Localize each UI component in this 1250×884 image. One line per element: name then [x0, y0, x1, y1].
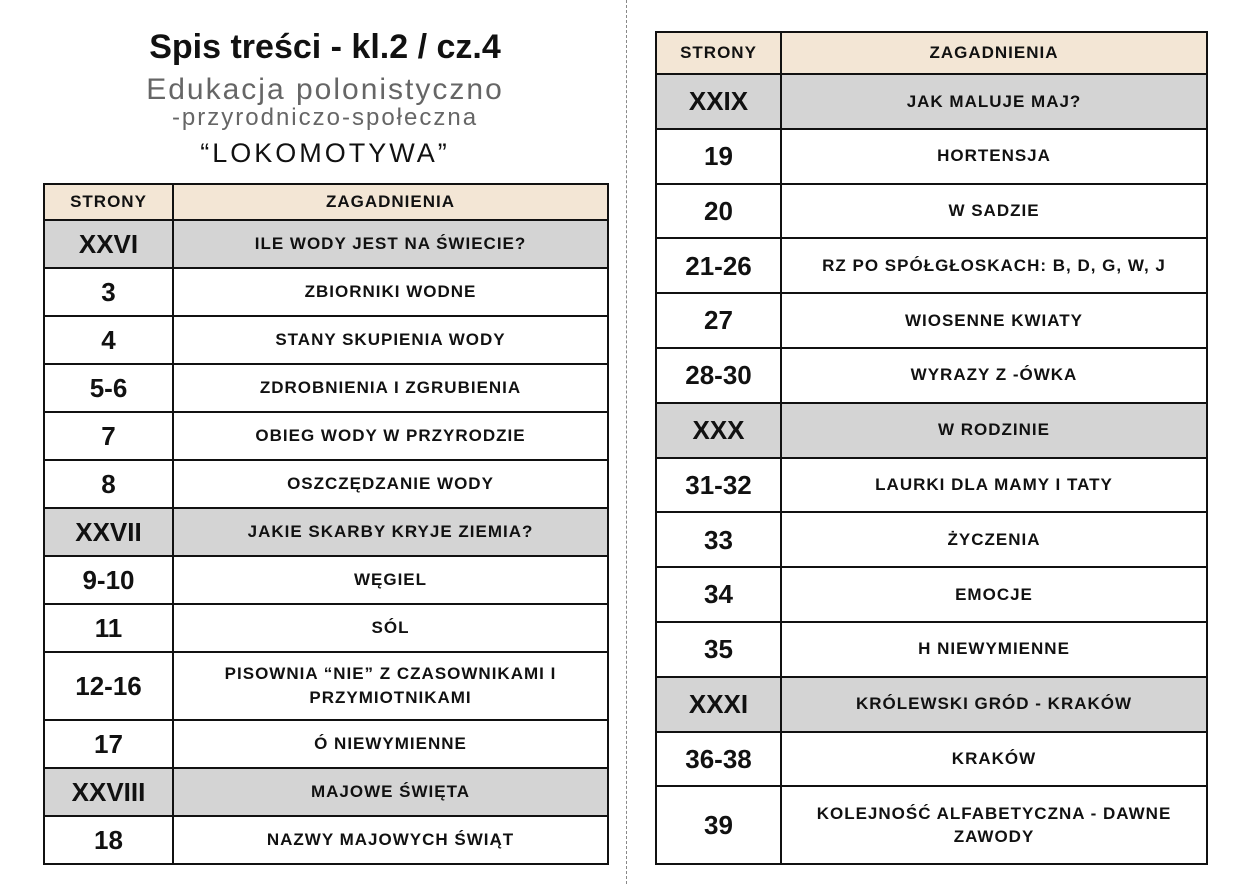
topic-cell: STANY SKUPIENIA WODY — [172, 315, 609, 365]
pages-cell: 20 — [655, 182, 782, 240]
pages-cell: XXVIII — [43, 767, 174, 817]
row: 33 ŻYCZENIA — [655, 511, 1208, 569]
row: 27 WIOSENNE KWIATY — [655, 292, 1208, 349]
topic-cell: W SADZIE — [780, 182, 1208, 240]
row: 19 HORTENSJA — [655, 127, 1208, 185]
pages-cell: 12-16 — [43, 651, 174, 721]
row: 11 SÓL — [43, 603, 609, 653]
row: 18 NAZWY MAJOWYCH ŚWIĄT — [43, 815, 609, 865]
header-cell: ZAGADNIENIA — [780, 31, 1208, 75]
topic-cell: EMOCJE — [780, 566, 1208, 623]
topic-cell: Ó NIEWYMIENNE — [172, 719, 609, 769]
header-cell: ZAGADNIENIA — [172, 183, 609, 221]
topic-cell: SÓL — [172, 603, 609, 653]
pages-cell: XXIX — [655, 73, 782, 130]
header-row: STRONY ZAGADNIENIA — [655, 31, 1208, 75]
topic-cell: HORTENSJA — [780, 127, 1208, 185]
topic-cell: KRAKÓW — [780, 730, 1208, 788]
topic-cell: WYRAZY Z -ÓWKA — [780, 346, 1208, 404]
topic-cell: RZ PO SPÓŁGŁOSKACH: B, D, G, W, J — [780, 237, 1208, 295]
topic-cell: MAJOWE ŚWIĘTA — [172, 767, 609, 817]
row: 20 W SADZIE — [655, 182, 1208, 240]
topic-cell: KRÓLEWSKI GRÓD - KRAKÓW — [780, 675, 1208, 733]
pages-cell: 21-26 — [655, 237, 782, 295]
pages-cell: 4 — [43, 315, 174, 365]
topic-cell: OBIEG WODY W PRZYRODZIE — [172, 411, 609, 461]
subtitle: Edukacja polonistyczno — [146, 73, 504, 106]
topic-cell: WĘGIEL — [172, 555, 609, 605]
pages-cell: 36-38 — [655, 730, 782, 788]
topic-cell: WIOSENNE KWIATY — [780, 292, 1208, 349]
subtitle: -przyrodniczo-społeczna — [171, 104, 479, 131]
row: 5-6 ZDROBNIENIA I ZGRUBIENIA — [43, 363, 609, 413]
row: 31-32 LAURKI DLA MAMY I TATY — [655, 456, 1208, 514]
contents-table: STRONY ZAGADNIENIA XXIX JAK MALUJE MAJ? 19 HO… — [655, 31, 1208, 866]
topic-cell: JAK MALUJE MAJ? — [780, 73, 1208, 130]
topic-cell: ILE WODY JEST NA ŚWIECIE? — [172, 219, 609, 269]
divider — [626, 0, 627, 884]
topic-cell: OSZCZĘDZANIE WODY — [172, 459, 609, 509]
pages-cell: 39 — [655, 785, 782, 866]
row: 34 EMOCJE — [655, 566, 1208, 623]
row: XXXI KRÓLEWSKI GRÓD - KRAKÓW — [655, 675, 1208, 733]
row: XXVIII MAJOWE ŚWIĘTA — [43, 767, 609, 817]
title: Spis treści - kl.2 / cz.4 — [149, 28, 501, 66]
pages-cell: XXX — [655, 401, 782, 459]
row: XXIX JAK MALUJE MAJ? — [655, 73, 1208, 130]
topic-cell: H NIEWYMIENNE — [780, 620, 1208, 678]
pages-cell: 31-32 — [655, 456, 782, 514]
row: 39 KOLEJNOŚĆ ALFABETYCZNA - DAWNE ZAWODY — [655, 785, 1208, 866]
topic-cell: JAKIE SKARBY KRYJE ZIEMIA? — [172, 507, 609, 557]
pages-cell: XXVII — [43, 507, 174, 557]
header-cell: STRONY — [43, 183, 174, 221]
pages-cell: 35 — [655, 620, 782, 678]
pages-cell: 19 — [655, 127, 782, 185]
row: 3 ZBIORNIKI WODNE — [43, 267, 609, 317]
pages-cell: 5-6 — [43, 363, 174, 413]
pages-cell: 7 — [43, 411, 174, 461]
topic-cell: ZDROBNIENIA I ZGRUBIENIA — [172, 363, 609, 413]
pages-cell: 9-10 — [43, 555, 174, 605]
row: 21-26 RZ PO SPÓŁGŁOSKACH: B, D, G, W, J — [655, 237, 1208, 295]
row: 9-10 WĘGIEL — [43, 555, 609, 605]
pages-cell: 34 — [655, 566, 782, 623]
pages-cell: 28-30 — [655, 346, 782, 404]
topic-cell: PISOWNIA “NIE” Z CZASOWNIKAMI I PRZYMIOT… — [172, 651, 609, 721]
pages-cell: 17 — [43, 719, 174, 769]
row: 8 OSZCZĘDZANIE WODY — [43, 459, 609, 509]
header-cell: STRONY — [655, 31, 782, 75]
topic-cell: KOLEJNOŚĆ ALFABETYCZNA - DAWNE ZAWODY — [780, 785, 1208, 866]
row: XXVII JAKIE SKARBY KRYJE ZIEMIA? — [43, 507, 609, 557]
topic-cell: ZBIORNIKI WODNE — [172, 267, 609, 317]
row: 7 OBIEG WODY W PRZYRODZIE — [43, 411, 609, 461]
pages-cell: 33 — [655, 511, 782, 569]
pages-cell: XXVI — [43, 219, 174, 269]
book-name: “LOKOMOTYWA” — [200, 138, 450, 168]
topic-cell: W RODZINIE — [780, 401, 1208, 459]
row: 12-16 PISOWNIA “NIE” Z CZASOWNIKAMI I PRZ… — [43, 651, 609, 721]
contents-table: STRONY ZAGADNIENIA XXVI ILE WODY JEST NA ŚW… — [43, 183, 609, 865]
pages-cell: 11 — [43, 603, 174, 653]
row: 4 STANY SKUPIENIA WODY — [43, 315, 609, 365]
header-row: STRONY ZAGADNIENIA — [43, 183, 609, 221]
pages-cell: 8 — [43, 459, 174, 509]
pages-cell: 3 — [43, 267, 174, 317]
topic-cell: NAZWY MAJOWYCH ŚWIĄT — [172, 815, 609, 865]
row: XXX W RODZINIE — [655, 401, 1208, 459]
row: XXVI ILE WODY JEST NA ŚWIECIE? — [43, 219, 609, 269]
topic-cell: LAURKI DLA MAMY I TATY — [780, 456, 1208, 514]
row: 35 H NIEWYMIENNE — [655, 620, 1208, 678]
pages-cell: XXXI — [655, 675, 782, 733]
topic-cell: ŻYCZENIA — [780, 511, 1208, 569]
row: 28-30 WYRAZY Z -ÓWKA — [655, 346, 1208, 404]
row: 17 Ó NIEWYMIENNE — [43, 719, 609, 769]
row: 36-38 KRAKÓW — [655, 730, 1208, 788]
pages-cell: 27 — [655, 292, 782, 349]
pages-cell: 18 — [43, 815, 174, 865]
